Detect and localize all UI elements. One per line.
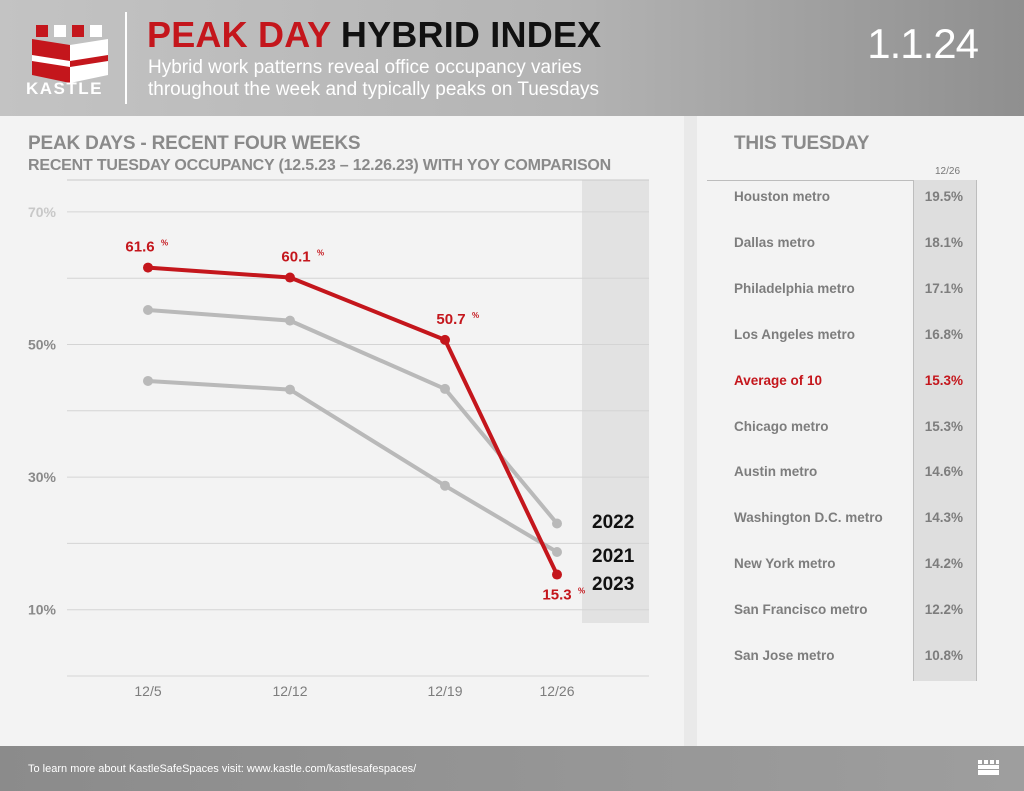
legend-label-2021: 2021 xyxy=(592,546,635,567)
y-tick-label: 50% xyxy=(28,337,57,353)
title-red: PEAK DAY xyxy=(147,14,331,55)
metro-name: Los Angeles metro xyxy=(734,326,856,342)
metro-name: Chicago metro xyxy=(734,418,829,434)
data-point-2022 xyxy=(143,305,153,316)
logo-text: KASTLE xyxy=(26,79,103,98)
page-title: PEAK DAY HYBRID INDEX xyxy=(147,14,601,56)
metro-row: San Francisco metro 12.2% xyxy=(734,599,977,623)
chart-title: PEAK DAYS - RECENT FOUR WEEKS xyxy=(28,133,361,154)
metro-row: San Jose metro 10.8% xyxy=(734,645,977,669)
table-column-header: 12/26 xyxy=(935,166,961,177)
legend-label-2022: 2022 xyxy=(592,512,634,533)
metro-value: 18.1% xyxy=(924,234,963,250)
metro-name: Dallas metro xyxy=(734,234,816,250)
header: KASTLE PEAK DAY HYBRID INDEX Hybrid work… xyxy=(0,0,1024,116)
data-point-2022 xyxy=(552,518,562,529)
metro-name: San Francisco metro xyxy=(734,602,868,618)
metro-row: Philadelphia metro 17.1% xyxy=(734,278,977,302)
data-point-2021 xyxy=(285,384,295,395)
y-tick-label: 70% xyxy=(28,204,57,220)
metro-row: Dallas metro 18.1% xyxy=(734,232,977,256)
castle-icon xyxy=(978,760,999,775)
metro-value: 10.8% xyxy=(924,648,963,663)
page-subtitle: Hybrid work patterns reveal office occup… xyxy=(148,57,708,101)
metro-value: 14.2% xyxy=(924,556,963,572)
data-point-2023 xyxy=(552,569,562,580)
series-line-2022 xyxy=(147,308,559,525)
data-point-2021 xyxy=(552,547,562,558)
metro-row: Houston metro 19.5% xyxy=(734,186,977,210)
data-point-2021 xyxy=(143,375,153,386)
x-tick-label: 12/12 xyxy=(272,683,307,699)
chart-subtitle: RECENT TUESDAY OCCUPANCY (12.5.23 – 12.2… xyxy=(28,157,612,174)
metro-value: 15.3% xyxy=(924,372,963,388)
data-label-2023: 50.7 xyxy=(436,311,465,328)
metro-name: Philadelphia metro xyxy=(734,280,855,296)
data-label-2023: 15.3 xyxy=(542,587,571,604)
footer-link-text[interactable]: To learn more about KastleSafeSpaces vis… xyxy=(28,763,417,775)
metro-value: 17.1% xyxy=(924,280,963,296)
data-point-2023 xyxy=(285,272,295,283)
metro-row: Austin metro 14.6% xyxy=(734,461,977,485)
kastle-castle-logo xyxy=(32,25,108,83)
x-tick-label: 12/5 xyxy=(134,683,161,699)
series-line-2021 xyxy=(147,378,559,554)
value-column xyxy=(913,180,977,681)
y-tick-label: 10% xyxy=(28,602,57,618)
data-label-2023: 60.1 xyxy=(281,249,310,266)
data-point-2023 xyxy=(143,262,153,273)
data-label-percent-sign: % xyxy=(317,249,324,258)
report-date: 1.1.24 xyxy=(867,20,979,67)
table-top-border xyxy=(707,180,977,181)
metro-name: Austin metro xyxy=(734,464,818,480)
metro-row: Average of 10 15.3% xyxy=(734,370,977,394)
footer: To learn more about KastleSafeSpaces vis… xyxy=(0,746,1024,791)
chart-panel: PEAK DAYS - RECENT FOUR WEEKS RECENT TUE… xyxy=(0,116,684,746)
x-tick-label: 12/19 xyxy=(427,683,462,699)
line-chart: 70% 50% 30% 10% 12/5 12/12 12/19 12/26 61.6 % 60.1… xyxy=(28,179,649,699)
metro-name: Average of 10 xyxy=(734,372,823,388)
title-black: HYBRID INDEX xyxy=(340,14,602,55)
series-line-2023 xyxy=(147,265,559,576)
data-label-percent-sign: % xyxy=(472,311,479,320)
header-divider xyxy=(125,12,127,104)
metro-name: Houston metro xyxy=(734,189,830,204)
metro-row: New York metro 14.2% xyxy=(734,553,977,577)
metro-value: 19.5% xyxy=(924,189,963,204)
metro-table-panel: THIS TUESDAY 12/26 Houston metro 19.5% Dal… xyxy=(697,116,1024,746)
metro-name: Washington D.C. metro xyxy=(734,510,883,526)
data-point-2022 xyxy=(440,383,450,394)
metro-name: New York metro xyxy=(734,556,836,572)
metro-row: Los Angeles metro 16.8% xyxy=(734,324,977,348)
metro-value: 12.2% xyxy=(924,602,963,618)
y-tick-label: 30% xyxy=(28,469,57,485)
data-label-2023: 61.6 xyxy=(125,239,154,256)
data-point-2021 xyxy=(440,480,450,491)
x-tick-label: 12/26 xyxy=(539,683,574,699)
metro-value: 15.3% xyxy=(924,418,963,434)
data-label-percent-sign: % xyxy=(578,587,585,596)
metro-value: 16.8% xyxy=(924,326,963,342)
data-point-2023 xyxy=(440,334,450,345)
subtitle-line-2: throughout the week and typically peaks … xyxy=(148,79,600,100)
metro-row: Washington D.C. metro 14.3% xyxy=(734,507,977,531)
current-week-band xyxy=(582,180,649,623)
metro-value: 14.6% xyxy=(924,464,963,480)
table-title: THIS TUESDAY xyxy=(734,133,870,154)
data-point-2022 xyxy=(285,315,295,326)
metro-name: San Jose metro xyxy=(734,648,835,663)
metro-value: 14.3% xyxy=(924,510,963,526)
subtitle-line-1: Hybrid work patterns reveal office occup… xyxy=(148,57,582,78)
legend-label-2023: 2023 xyxy=(592,574,634,595)
metro-row: Chicago metro 15.3% xyxy=(734,416,977,440)
data-label-percent-sign: % xyxy=(161,239,168,248)
